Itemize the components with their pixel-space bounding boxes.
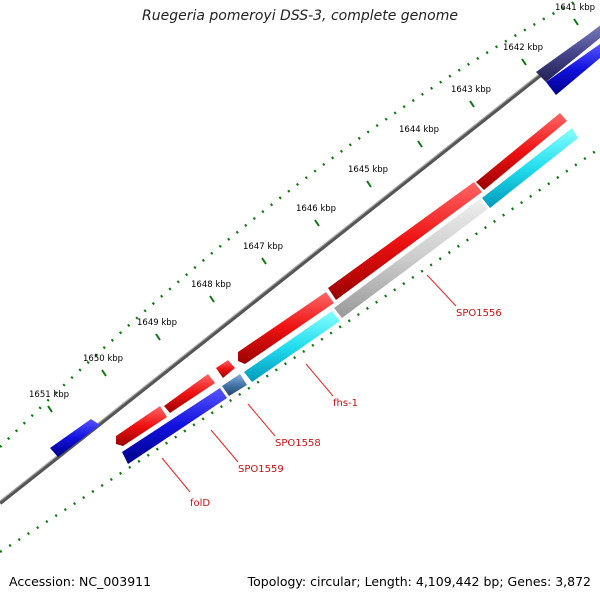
major-tick-mark: [366, 180, 372, 188]
tick-label: 1644 kbp: [399, 125, 439, 135]
rna-feature-1: [482, 128, 578, 208]
tick-label: 1650 kbp: [83, 354, 123, 364]
gene-label: fhs-1: [333, 398, 358, 409]
tick-label: 1648 kbp: [191, 280, 231, 290]
reverse-gene-2: [122, 388, 227, 464]
gene-label-leader-line: [426, 274, 457, 307]
forward-gene-2: [476, 113, 567, 190]
tick-label: 1646 kbp: [296, 204, 336, 214]
gene-label: SPO1556: [456, 308, 502, 319]
accession-text: Accession: NC_003911: [9, 574, 152, 589]
major-tick-mark: [417, 140, 423, 148]
gene-label-leader-line: [247, 403, 276, 437]
tick-label: 1651 kbp: [29, 390, 69, 400]
major-tick-mark: [101, 369, 107, 377]
tick-label: 1642 kbp: [503, 43, 543, 53]
major-tick-mark: [261, 257, 267, 265]
tick-label: 1641 kbp: [555, 3, 595, 13]
pseudo-feature: [334, 199, 488, 318]
reverse-gene-3: [50, 419, 100, 457]
gene-label-leader-line: [305, 363, 334, 397]
gene-label: SPO1558: [275, 438, 321, 449]
reverse-gene-1: [546, 44, 600, 95]
forward-gene-1: [536, 26, 600, 82]
forward-gene-6: [164, 374, 215, 413]
topology-stats-text: Topology: circular; Length: 4,109,442 bp…: [247, 574, 591, 589]
gene-label: folD: [190, 498, 210, 509]
tick-label: 1647 kbp: [243, 242, 283, 252]
forward-gene-5: [216, 360, 235, 378]
map-title: Ruegeria pomeroyi DSS-3, complete genome: [142, 8, 458, 24]
tick-label: 1643 kbp: [451, 85, 491, 95]
outer-tick-ring: [0, 0, 579, 448]
major-tick-mark: [209, 295, 215, 303]
forward-gene-3: [328, 182, 482, 300]
rna-feature-2: [244, 311, 340, 382]
major-tick-mark: [314, 219, 320, 227]
major-tick-mark: [469, 100, 475, 108]
tick-label: 1645 kbp: [348, 165, 388, 175]
forward-gene-7: [116, 406, 167, 446]
genome-backbone-highlight: [0, 25, 600, 502]
forward-strand-features: [116, 26, 600, 446]
major-tick-mark: [155, 333, 161, 341]
major-tick-mark: [573, 18, 579, 26]
gene-label: SPO1559: [238, 464, 284, 475]
reverse-strand-features: [50, 44, 600, 464]
tick-layer: 1641 kbp 1642 kbp 1643 kbp 1644 kbp 1645 kbp…: [29, 3, 595, 413]
gene-label-leader-line: [161, 457, 191, 493]
gene-label-layer: SPO1556 fhs-1 SPO1558 SPO1559 folD: [161, 274, 502, 509]
gene-label-leader-line: [210, 429, 239, 463]
major-tick-mark: [521, 58, 527, 66]
major-tick-mark: [47, 405, 53, 413]
forward-gene-4: [238, 292, 334, 364]
tick-label: 1649 kbp: [137, 318, 177, 328]
genome-backbone: [0, 26, 600, 505]
tRNA-feature: [222, 374, 247, 396]
